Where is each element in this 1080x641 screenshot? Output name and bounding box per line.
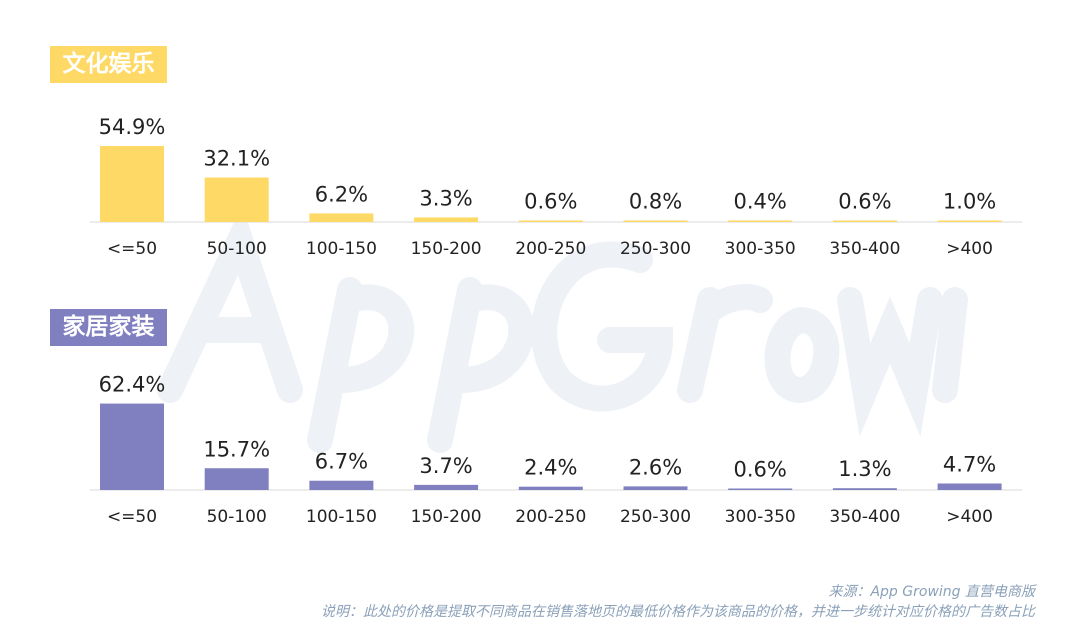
data-label: 3.3% — [419, 186, 472, 210]
data-label: 4.7% — [943, 452, 996, 476]
x-tick-label: 350-400 — [829, 507, 900, 527]
explanation-note: 说明：此处的价格是提取不同商品在销售落地页的最低价格作为该商品的价格，并进一步统… — [321, 604, 1035, 620]
source-note: 来源：App Growing 直营电商版 — [828, 584, 1035, 600]
data-label: 3.7% — [419, 454, 472, 478]
x-tick-label: 150-200 — [411, 507, 482, 527]
x-tick-label: 100-150 — [306, 507, 377, 527]
bar-<=50 — [100, 145, 164, 222]
data-label: 0.6% — [524, 190, 577, 214]
bar-50-100 — [204, 177, 269, 222]
data-label: 0.6% — [734, 458, 787, 482]
x-tick-label: 350-400 — [829, 239, 900, 259]
bar-250-300 — [623, 486, 688, 490]
bar-300-350 — [728, 220, 793, 222]
bar-150-200 — [414, 217, 479, 222]
bar-350-400 — [832, 220, 897, 222]
x-tick-label: 50-100 — [207, 239, 267, 259]
bar-300-350 — [728, 488, 793, 490]
x-tick-label: <=50 — [107, 239, 157, 259]
x-tick-label: 150-200 — [411, 239, 482, 259]
chart-title-home: 家居家装 — [50, 309, 167, 346]
x-tick-label: >400 — [946, 239, 993, 259]
x-tick-label: 250-300 — [620, 507, 691, 527]
x-tick-label: <=50 — [107, 507, 157, 527]
data-label: 62.4% — [99, 373, 166, 397]
data-label: 2.6% — [629, 455, 682, 479]
x-tick-label: >400 — [946, 507, 993, 527]
bar->400 — [937, 483, 1002, 490]
data-label: 6.2% — [315, 182, 368, 206]
x-tick-label: 200-250 — [515, 239, 586, 259]
bar-100-150 — [309, 480, 374, 490]
x-tick-label: 100-150 — [306, 239, 377, 259]
x-tick-label: 300-350 — [725, 239, 796, 259]
bar->400 — [937, 220, 1002, 222]
x-tick-label: 300-350 — [725, 507, 796, 527]
x-tick-label: 250-300 — [620, 239, 691, 259]
data-label: 0.6% — [838, 190, 891, 214]
data-label: 15.7% — [203, 437, 270, 461]
data-label: 0.4% — [734, 190, 787, 214]
data-label: 54.9% — [99, 115, 166, 139]
bar-350-400 — [832, 488, 897, 490]
data-label: 1.3% — [838, 457, 891, 481]
x-tick-label: 200-250 — [515, 507, 586, 527]
bar-250-300 — [623, 220, 688, 222]
bar-<=50 — [100, 403, 164, 490]
chart-title-culture: 文化娱乐 — [50, 46, 167, 83]
bar-200-250 — [518, 486, 583, 490]
bar-50-100 — [204, 468, 269, 490]
x-tick-label: 50-100 — [207, 507, 267, 527]
data-label: 6.7% — [315, 450, 368, 474]
bar-150-200 — [414, 484, 479, 490]
data-label: 1.0% — [943, 190, 996, 214]
data-label: 2.4% — [524, 456, 577, 480]
data-label: 32.1% — [203, 147, 270, 171]
bar-200-250 — [518, 220, 583, 222]
bar-100-150 — [309, 213, 374, 222]
data-label: 0.8% — [629, 190, 682, 214]
